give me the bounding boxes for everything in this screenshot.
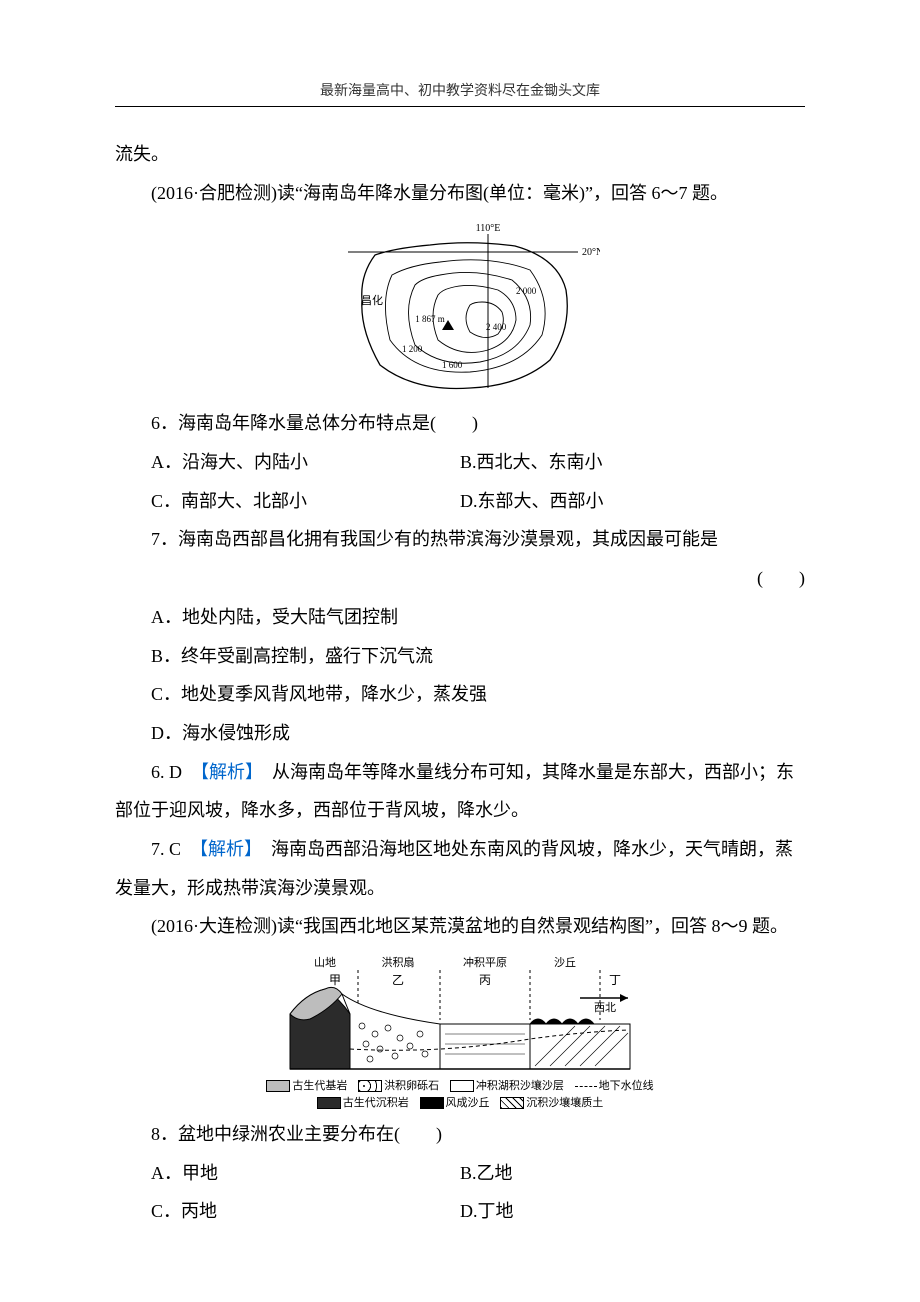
body: 流失。 (2016·合肥检测)读“海南岛年降水量分布图(单位：毫米)”，回答 6… xyxy=(115,135,805,1231)
zone-jia: 甲 xyxy=(329,973,341,987)
page-header: 最新海量高中、初中教学资料尽在金锄头文库 xyxy=(115,80,805,100)
lon-label: 110°E xyxy=(476,223,501,234)
contour-2400: 2 400 xyxy=(486,322,507,332)
lg-3: 地下水位线 xyxy=(599,1080,654,1092)
q6-opt-a: A．沿海大、内陆小 xyxy=(115,443,460,482)
q8-options-row1: A．甲地 B.乙地 xyxy=(115,1154,805,1193)
q6-options-row2: C．南部大、北部小 D.东部大、西部小 xyxy=(115,482,805,521)
lg-1: 洪积卵砾石 xyxy=(384,1080,439,1092)
lg-2: 冲积湖积沙壤沙层 xyxy=(476,1080,564,1092)
q6-opt-c: C．南部大、北部小 xyxy=(115,482,460,521)
q8-options-row2: C．丙地 D.丁地 xyxy=(115,1192,805,1231)
answer-6: 6. D 【解析】 从海南岛年等降水量线分布可知，其降水量是东部大，西部小；东部… xyxy=(115,753,805,830)
q7-opt-b: B．终年受副高控制，盛行下沉气流 xyxy=(115,637,805,676)
q7-opt-c: C．地处夏季风背风地带，降水少，蒸发强 xyxy=(115,675,805,714)
q7-opt-d: D．海水侵蚀形成 xyxy=(115,714,805,753)
top-hongji: 洪积扇 xyxy=(382,955,415,969)
q8-stem: 8．盆地中绿洲农业主要分布在( ) xyxy=(115,1115,805,1154)
lg-4: 古生代沉积岩 xyxy=(343,1097,409,1109)
city-changhua: 昌化 xyxy=(361,293,383,307)
dir-label: 西北 xyxy=(594,1001,616,1014)
q6-options-row1: A．沿海大、内陆小 B.西北大、东南小 xyxy=(115,443,805,482)
contour-1200: 1 200 xyxy=(402,344,423,354)
q8-opt-b: B.乙地 xyxy=(460,1154,805,1193)
q8-opt-a: A．甲地 xyxy=(115,1154,460,1193)
figure-hainan-map: 110°E 20°N 1 867 m 昌化 1 200 1 600 2 xyxy=(115,220,805,400)
figure-basin-section: 山地 洪积扇 冲积平原 沙丘 甲 乙 丙 丁 西北 xyxy=(115,954,805,1111)
top-shaqiu: 沙丘 xyxy=(554,956,576,969)
q8-opt-d: D.丁地 xyxy=(460,1192,805,1231)
q6-opt-b: B.西北大、东南小 xyxy=(460,443,805,482)
lat-label: 20°N xyxy=(582,247,600,258)
answer-7: 7. C 【解析】 海南岛西部沿海地区地处东南风的背风坡，降水少，天气晴朗，蒸发… xyxy=(115,830,805,907)
intro-6-7: (2016·合肥检测)读“海南岛年降水量分布图(单位：毫米)”，回答 6～7 题… xyxy=(115,174,805,213)
q8-opt-c: C．丙地 xyxy=(115,1192,460,1231)
a6-label: 【解析】 xyxy=(200,762,254,782)
lg-6: 沉积沙壤壤质土 xyxy=(526,1097,603,1109)
peak-label: 1 867 m xyxy=(415,314,445,324)
a7-prefix: 7. C xyxy=(151,839,199,859)
q7-opt-a: A．地处内陆，受大陆气团控制 xyxy=(115,598,805,637)
contour-1600: 1 600 xyxy=(442,360,463,370)
intro-8-9: (2016·大连检测)读“我国西北地区某荒漠盆地的自然景观结构图”，回答 8～9… xyxy=(115,907,805,946)
a6-prefix: 6. D xyxy=(151,762,200,782)
q6-stem: 6．海南岛年降水量总体分布特点是( ) xyxy=(115,404,805,443)
a7-label: 【解析】 xyxy=(199,839,253,859)
q6-opt-d: D.东部大、西部小 xyxy=(460,482,805,521)
zone-ding: 丁 xyxy=(609,973,621,987)
top-shan: 山地 xyxy=(314,956,336,969)
lg-0: 古生代基岩 xyxy=(292,1080,347,1092)
header-rule xyxy=(115,106,805,107)
q7-stem: 7．海南岛西部昌化拥有我国少有的热带滨海沙漠景观，其成因最可能是 xyxy=(115,520,805,559)
lg-5: 风成沙丘 xyxy=(446,1097,490,1109)
zone-yi: 乙 xyxy=(392,973,404,987)
figure2-legend: 古生代基岩 洪积卵砾石 冲积湖积沙壤沙层 地下水位线 古生代沉积岩 风成沙丘 沉… xyxy=(115,1078,805,1111)
contour-2000: 2 000 xyxy=(516,286,537,296)
zone-bing: 丙 xyxy=(479,973,491,987)
fragment-top: 流失。 xyxy=(115,135,805,174)
q7-paren: ( ) xyxy=(115,559,805,598)
top-chongji: 冲积平原 xyxy=(463,955,507,969)
